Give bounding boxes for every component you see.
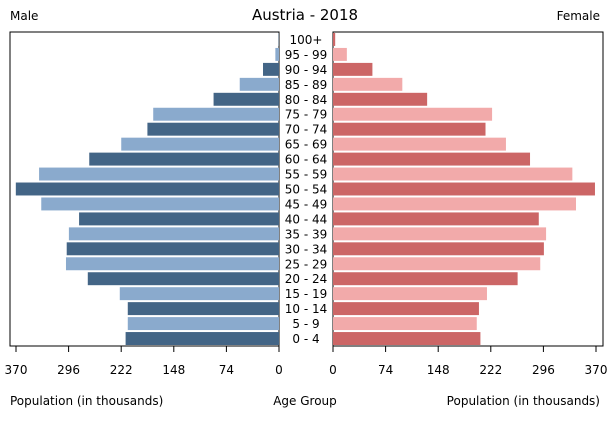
female-bar <box>333 33 336 46</box>
male-bar <box>119 287 279 301</box>
age-group-label: 5 - 9 <box>292 317 319 331</box>
age-group-label: 40 - 44 <box>285 212 328 226</box>
female-bar <box>333 47 347 61</box>
age-group-label: 65 - 69 <box>285 138 328 152</box>
chart-title: Austria - 2018 <box>252 6 358 24</box>
male-bar <box>213 92 279 106</box>
age-group-label: 95 - 99 <box>285 48 328 62</box>
male-bar <box>121 137 280 151</box>
tick-label: 370 <box>585 363 608 377</box>
female-bar <box>333 167 573 181</box>
tick-label: 370 <box>5 363 28 377</box>
female-bar <box>333 137 506 151</box>
age-group-label: 60 - 64 <box>285 153 328 167</box>
age-group-label: 75 - 79 <box>285 108 328 122</box>
tick-label: 148 <box>162 363 185 377</box>
tick-label: 74 <box>378 363 393 377</box>
male-label: Male <box>10 9 38 23</box>
male-bar <box>89 152 279 166</box>
age-group-label: 90 - 94 <box>285 63 328 77</box>
female-bar <box>333 287 487 301</box>
male-bar <box>275 47 279 61</box>
age-group-label: 80 - 84 <box>285 93 328 107</box>
male-bar <box>65 257 279 271</box>
female-bar <box>333 152 531 166</box>
tick-label: 0 <box>275 363 283 377</box>
male-bar <box>127 302 279 316</box>
male-bar <box>153 107 279 121</box>
tick-label: 0 <box>329 363 337 377</box>
female-bar <box>333 107 493 121</box>
bars-layer <box>15 33 595 345</box>
tick-label: 296 <box>57 363 80 377</box>
age-group-label: 45 - 49 <box>285 197 328 211</box>
female-bar <box>333 182 595 196</box>
female-bar <box>333 92 428 106</box>
age-group-label: 15 - 19 <box>285 287 328 301</box>
age-group-label: 50 - 54 <box>285 183 328 197</box>
age-group-label: 30 - 34 <box>285 242 328 256</box>
male-bar <box>39 167 279 181</box>
x-axis-label-left: Population (in thousands) <box>10 394 163 408</box>
female-bar <box>333 302 479 316</box>
male-bar <box>87 272 279 286</box>
female-bar <box>333 332 481 345</box>
age-group-label: 0 - 4 <box>292 332 319 346</box>
tick-label: 222 <box>479 363 502 377</box>
age-group-label: 70 - 74 <box>285 123 328 137</box>
female-bar <box>333 197 576 211</box>
tick-label: 74 <box>219 363 234 377</box>
x-axis-label-center: Age Group <box>273 394 337 408</box>
ticks-layer: 370 296 222 148 74 0 0 74 148 222 296 370 <box>5 346 608 377</box>
male-bar <box>263 62 279 76</box>
female-bar <box>333 77 403 91</box>
age-group-label: 100+ <box>290 33 323 47</box>
male-bar <box>79 212 279 226</box>
male-bar <box>15 182 279 196</box>
female-bar <box>333 122 486 136</box>
age-group-label: 35 - 39 <box>285 227 328 241</box>
female-bar <box>333 272 518 286</box>
female-label: Female <box>557 9 600 23</box>
age-group-label: 20 - 24 <box>285 272 328 286</box>
male-bar <box>127 317 279 331</box>
male-bar <box>68 227 279 241</box>
male-bar <box>239 77 279 91</box>
male-bar <box>147 122 279 136</box>
x-axis-label-right: Population (in thousands) <box>447 394 600 408</box>
female-bar <box>333 257 541 271</box>
female-bar <box>333 242 544 256</box>
female-bar <box>333 212 539 226</box>
male-bar <box>125 332 279 345</box>
male-bar <box>66 242 280 256</box>
female-bar <box>333 317 477 331</box>
age-group-label: 85 - 89 <box>285 78 328 92</box>
age-group-label: 10 - 14 <box>285 302 328 316</box>
age-group-label: 25 - 29 <box>285 257 328 271</box>
female-bar <box>333 227 547 241</box>
tick-label: 222 <box>110 363 133 377</box>
male-bar <box>41 197 280 211</box>
female-bar <box>333 62 373 76</box>
tick-label: 296 <box>532 363 555 377</box>
tick-label: 148 <box>427 363 450 377</box>
age-group-label: 55 - 59 <box>285 168 328 182</box>
